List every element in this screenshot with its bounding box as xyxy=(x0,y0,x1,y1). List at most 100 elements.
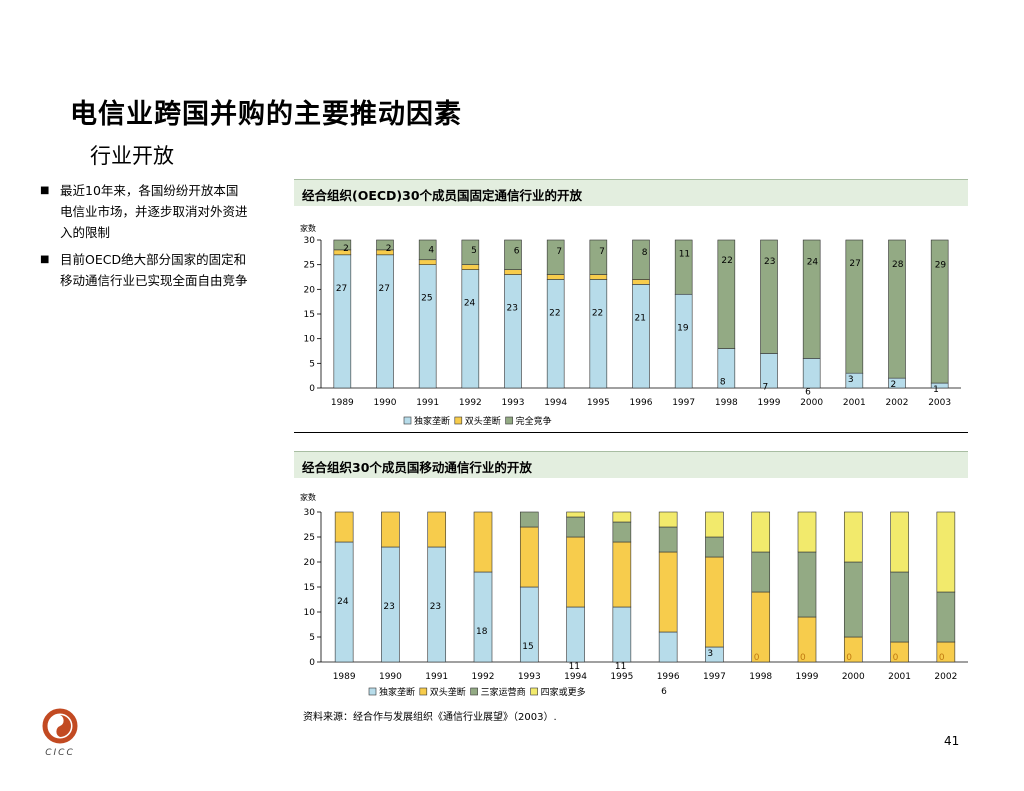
data-label-monopoly: 23 xyxy=(507,304,518,314)
data-label-monopoly: 23 xyxy=(383,602,394,612)
data-label-monopoly: 19 xyxy=(677,323,689,333)
bar-segment xyxy=(376,239,394,251)
bar-segment xyxy=(546,239,565,275)
legend-label: 独家垄断 xyxy=(379,686,415,698)
bar-segment xyxy=(802,358,821,389)
data-label-competition: 29 xyxy=(935,260,947,270)
x-tick-label: 2001 xyxy=(843,398,866,408)
page-title: 电信业跨国并购的主要推动因素 xyxy=(70,99,462,130)
data-label-monopoly: 15 xyxy=(522,642,533,652)
bar-segment xyxy=(674,239,693,295)
x-tick-label: 1993 xyxy=(502,398,525,408)
data-label-monopoly: 8 xyxy=(720,378,726,388)
x-tick-label: 2003 xyxy=(928,398,951,408)
y-tick-label: 15 xyxy=(304,583,315,593)
data-label-competition: 2 xyxy=(343,244,349,254)
legend-swatch xyxy=(454,416,463,425)
bar-segment xyxy=(418,239,437,261)
y-axis-label: 家数 xyxy=(300,223,316,233)
bar-segment xyxy=(843,511,863,563)
bar-segment xyxy=(705,536,724,558)
mobile-chart-panel: 经合组织30个成员国移动通信行业的开放 家数 0 5 10 15 20 25 30 1989 24… xyxy=(294,451,969,706)
data-label-competition: 24 xyxy=(807,257,819,267)
data-label-monopoly: 18 xyxy=(476,627,488,637)
bar-segment xyxy=(566,511,585,518)
bar-segment xyxy=(797,511,817,553)
bar-segment xyxy=(760,239,778,354)
y-tick-label: 10 xyxy=(304,608,316,618)
bar-segment xyxy=(658,511,678,528)
bar-segment xyxy=(717,239,736,349)
bar-segment xyxy=(333,239,352,251)
data-label-competition: 22 xyxy=(721,256,732,266)
bullet-text: 最近10年来，各国纷纷开放本国电信业市场，并逐步取消对外资进入的限制 xyxy=(60,183,248,240)
data-label-monopoly: 0 xyxy=(893,653,899,663)
data-label-competition: 6 xyxy=(514,247,520,257)
bar-segment xyxy=(589,239,608,275)
bar-segment xyxy=(751,551,771,593)
data-label-competition: 7 xyxy=(556,247,562,257)
bar-segment xyxy=(751,591,771,663)
x-tick-label: 1989 xyxy=(333,672,356,682)
x-tick-label: 1990 xyxy=(379,672,402,682)
legend-swatch xyxy=(368,687,377,696)
data-label-monopoly: 24 xyxy=(337,597,349,607)
x-tick-label: 1999 xyxy=(796,672,819,682)
fixed-line-chart-panel: 经合组织(OECD)30个成员国固定通信行业的开放 家数 0 5 10 15 20 25 30… xyxy=(294,179,968,433)
bar-segment xyxy=(612,511,632,523)
bar-segment xyxy=(504,269,522,275)
y-tick-label: 25 xyxy=(304,533,315,543)
bar-segment xyxy=(381,511,400,548)
bar-segment xyxy=(418,259,437,265)
bar-segment xyxy=(845,239,864,374)
y-tick-label: 5 xyxy=(309,633,315,643)
bullet-item: ■ 最近10年来，各国纷纷开放本国电信业市场，并逐步取消对外资进入的限制 xyxy=(40,180,250,243)
data-label-competition: 11 xyxy=(679,250,690,260)
data-label-monopoly: 0 xyxy=(754,653,760,663)
x-tick-label: 1996 xyxy=(657,672,680,682)
fixed-line-chart: 家数05101520253019892721990272199125419922… xyxy=(300,223,961,427)
bar-segment xyxy=(658,551,678,633)
data-label-monopoly: 3 xyxy=(707,649,713,659)
bar-segment xyxy=(333,254,352,389)
bar-segment xyxy=(612,521,632,543)
legend-label: 双头垄断 xyxy=(465,415,501,427)
x-tick-label: 2001 xyxy=(888,672,911,682)
bar-segment xyxy=(473,511,493,573)
legend-label: 双头垄断 xyxy=(430,686,466,698)
bar-segment xyxy=(936,591,956,643)
bar-segment xyxy=(705,511,724,538)
bar-segment xyxy=(890,511,909,573)
x-tick-label: 1991 xyxy=(425,672,448,682)
bar-segment xyxy=(589,274,608,280)
bar-segment xyxy=(461,264,480,270)
x-tick-label: 1996 xyxy=(630,398,653,408)
x-tick-label: 2002 xyxy=(934,672,957,682)
bar-segment xyxy=(888,239,906,379)
bar-segment xyxy=(427,511,447,548)
bar-segment xyxy=(632,284,650,389)
x-tick-label: 2000 xyxy=(800,398,823,408)
y-tick-label: 30 xyxy=(304,508,316,518)
bar-segment xyxy=(566,516,585,538)
data-label-monopoly: 2 xyxy=(891,380,897,390)
data-label-monopoly: 23 xyxy=(430,602,441,612)
page-subtitle: 行业开放 xyxy=(90,144,174,168)
y-axis-label: 家数 xyxy=(300,492,316,502)
legend-swatch xyxy=(419,687,428,696)
data-label-monopoly: 27 xyxy=(379,284,390,294)
x-tick-label: 1998 xyxy=(749,672,772,682)
data-label-competition: 7 xyxy=(599,247,605,257)
bar-segment xyxy=(797,551,817,618)
bar-segment xyxy=(461,239,480,265)
data-label-monopoly: 0 xyxy=(846,653,852,663)
data-label-monopoly: 11 xyxy=(615,662,626,672)
cicc-logo: CICC xyxy=(42,708,78,758)
bullet-item: ■ 目前OECD绝大部分国家的固定和移动通信行业已实现全面自由竞争 xyxy=(40,249,250,291)
bar-segment xyxy=(658,631,678,663)
bar-segment xyxy=(843,561,863,638)
data-label-monopoly: 24 xyxy=(464,299,476,309)
bar-segment xyxy=(519,511,539,528)
data-label-monopoly: 21 xyxy=(635,313,646,323)
bar-segment xyxy=(658,526,678,553)
